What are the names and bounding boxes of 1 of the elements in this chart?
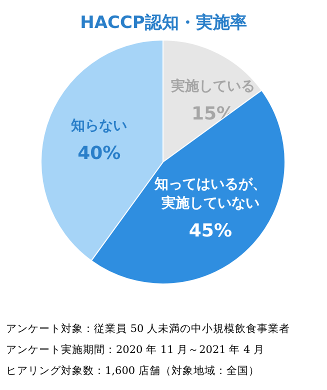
title: HACCP認知・実施率 bbox=[80, 13, 247, 33]
